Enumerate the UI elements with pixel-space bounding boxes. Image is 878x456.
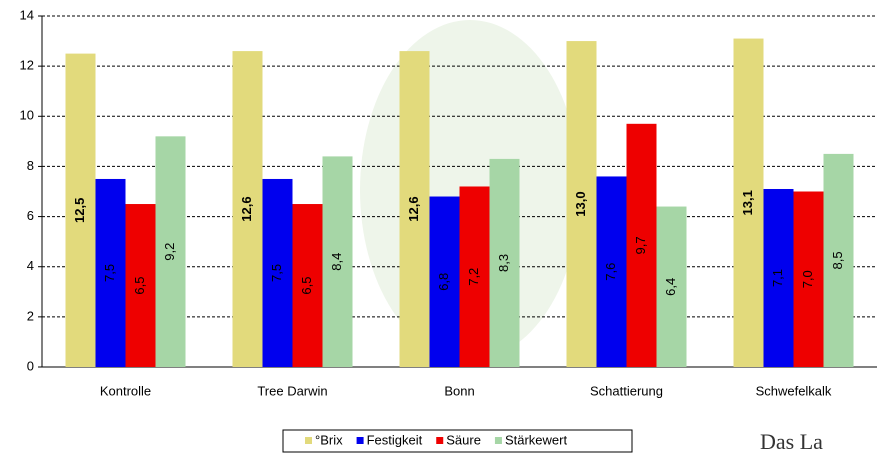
bar bbox=[566, 41, 597, 367]
value-label: 9,2 bbox=[162, 243, 177, 261]
bar bbox=[626, 123, 657, 367]
bar bbox=[489, 158, 520, 367]
bar bbox=[292, 204, 323, 367]
value-label: 13,1 bbox=[740, 190, 755, 215]
value-label: 12,6 bbox=[239, 196, 254, 221]
bar bbox=[125, 204, 156, 367]
legend-box bbox=[282, 429, 633, 453]
value-label: 9,7 bbox=[633, 236, 648, 254]
legend-swatch bbox=[356, 437, 364, 444]
bar bbox=[823, 153, 854, 367]
bar bbox=[65, 53, 96, 367]
value-label: 7,5 bbox=[269, 264, 284, 282]
value-label: 13,0 bbox=[573, 191, 588, 216]
bar bbox=[322, 156, 353, 367]
value-label: 7,5 bbox=[102, 264, 117, 282]
legend-swatch bbox=[494, 437, 502, 444]
y-tick-label: 14 bbox=[20, 7, 34, 22]
bar bbox=[155, 136, 186, 367]
bar bbox=[429, 196, 460, 367]
bar bbox=[596, 176, 627, 367]
value-label: 6,5 bbox=[299, 276, 314, 294]
x-tick-label: Bonn bbox=[444, 383, 474, 398]
value-label: 12,5 bbox=[72, 198, 87, 223]
x-tick-label: Schattierung bbox=[590, 383, 663, 398]
y-tick-label: 2 bbox=[27, 308, 34, 323]
value-label: 7,6 bbox=[603, 263, 618, 281]
bar bbox=[656, 206, 687, 367]
value-label: 8,4 bbox=[329, 253, 344, 271]
value-label: 8,5 bbox=[830, 251, 845, 269]
x-tick-label: Kontrolle bbox=[100, 383, 151, 398]
y-tick-label: 8 bbox=[27, 158, 34, 173]
y-tick-label: 10 bbox=[20, 108, 34, 123]
logo-text: Das La bbox=[760, 429, 823, 454]
legend-swatch bbox=[436, 437, 444, 444]
bar bbox=[95, 178, 126, 367]
value-label: 6,4 bbox=[663, 278, 678, 296]
x-tick-label: Tree Darwin bbox=[257, 383, 327, 398]
bar bbox=[733, 38, 764, 368]
x-tick-label: Schwefelkalk bbox=[756, 383, 832, 398]
bar bbox=[232, 51, 263, 367]
value-label: 6,5 bbox=[132, 276, 147, 294]
bar bbox=[793, 191, 824, 367]
bar bbox=[459, 186, 490, 367]
value-label: 7,1 bbox=[770, 269, 785, 287]
value-label: 7,2 bbox=[466, 268, 481, 286]
y-tick-label: 12 bbox=[20, 58, 34, 73]
value-label: 7,0 bbox=[800, 270, 815, 288]
legend-label: Festigkeit bbox=[367, 432, 423, 447]
bar bbox=[763, 188, 794, 367]
y-tick-label: 0 bbox=[27, 358, 34, 373]
legend-label: Säure bbox=[446, 432, 481, 447]
legend-label: °Brix bbox=[315, 432, 343, 447]
value-label: 8,3 bbox=[496, 254, 511, 272]
value-label: 6,8 bbox=[436, 273, 451, 291]
y-tick-label: 4 bbox=[27, 258, 34, 273]
legend-label: Stärkewert bbox=[505, 432, 568, 447]
legend-swatch bbox=[305, 437, 312, 444]
value-label: 12,6 bbox=[406, 196, 421, 221]
bar bbox=[399, 51, 430, 367]
y-tick-label: 6 bbox=[27, 208, 34, 223]
bar bbox=[262, 178, 293, 367]
